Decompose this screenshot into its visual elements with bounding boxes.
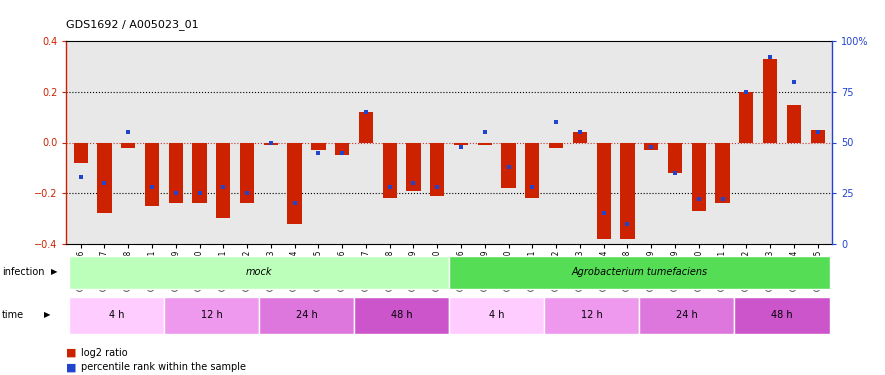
Bar (164, 297, 259, 334)
Text: 48 h: 48 h (391, 310, 412, 320)
Bar (145, 142, 159, 206)
Text: GDS1692 / A005023_01: GDS1692 / A005023_01 (66, 19, 199, 30)
Text: infection: infection (2, 267, 44, 277)
Text: time: time (2, 310, 24, 320)
Bar (73, 142, 88, 163)
Bar (502, 142, 516, 188)
Text: 24 h: 24 h (296, 310, 318, 320)
Bar (192, 142, 206, 203)
Text: log2 ratio: log2 ratio (81, 348, 128, 357)
Bar (358, 112, 373, 142)
Bar (620, 142, 635, 239)
Text: ▶: ▶ (44, 310, 50, 320)
Text: 4 h: 4 h (489, 310, 504, 320)
Bar (430, 142, 444, 196)
Bar (763, 59, 777, 142)
Bar (739, 92, 753, 142)
Bar (382, 142, 396, 198)
Bar (639, 297, 735, 334)
Bar (715, 142, 729, 203)
Bar (97, 142, 112, 213)
Bar (288, 142, 302, 224)
Bar (454, 142, 468, 145)
Bar (692, 142, 706, 211)
Text: Agrobacterium tumefaciens: Agrobacterium tumefaciens (572, 267, 707, 277)
Text: ■: ■ (66, 363, 77, 372)
Bar (596, 142, 611, 239)
Text: 24 h: 24 h (676, 310, 697, 320)
Text: mock: mock (246, 267, 273, 277)
Bar (354, 297, 449, 334)
Text: percentile rank within the sample: percentile rank within the sample (81, 363, 246, 372)
Bar (69, 256, 449, 289)
Bar (69, 297, 164, 334)
Bar (573, 132, 587, 142)
Bar (549, 142, 563, 148)
Bar (811, 130, 825, 142)
Bar (735, 297, 829, 334)
Bar (259, 297, 354, 334)
Text: 12 h: 12 h (581, 310, 603, 320)
Text: ■: ■ (66, 348, 77, 357)
Bar (525, 142, 540, 198)
Bar (312, 142, 326, 150)
Bar (644, 142, 658, 150)
Bar (121, 142, 135, 148)
Text: 48 h: 48 h (771, 310, 793, 320)
Bar (787, 105, 801, 142)
Text: 4 h: 4 h (109, 310, 124, 320)
Bar (216, 142, 230, 218)
Bar (169, 142, 183, 203)
Bar (264, 142, 278, 145)
Bar (478, 142, 492, 145)
Bar (544, 297, 639, 334)
Bar (668, 142, 682, 173)
Bar (240, 142, 254, 203)
Bar (449, 256, 829, 289)
Text: ▶: ▶ (51, 267, 58, 276)
Bar (449, 297, 544, 334)
Bar (335, 142, 350, 155)
Bar (406, 142, 420, 190)
Text: 12 h: 12 h (201, 310, 222, 320)
